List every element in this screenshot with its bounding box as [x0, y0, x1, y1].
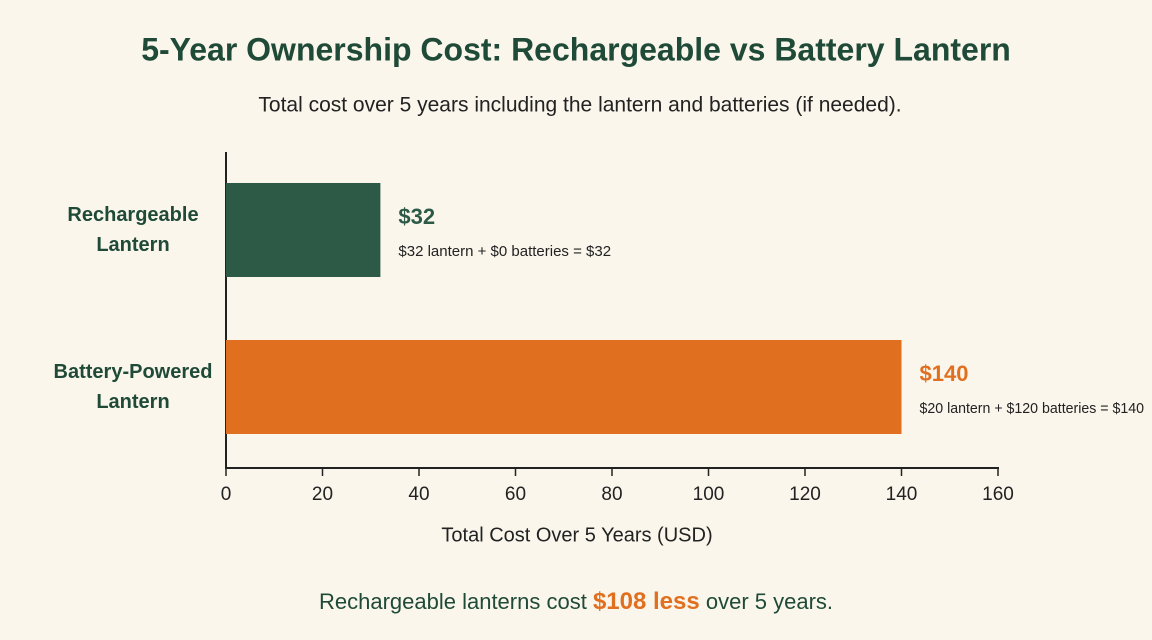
chart-title: 5-Year Ownership Cost: Rechargeable vs B…: [141, 31, 1011, 67]
footnote-highlight: $108 less: [592, 588, 700, 615]
bar: [226, 183, 381, 277]
x-tick-label: 60: [505, 484, 526, 505]
value-label: $140: [920, 361, 969, 386]
x-tick-label: 140: [886, 484, 918, 505]
bar-annotation: $20 lantern + $120 batteries = $140: [920, 400, 1145, 417]
x-tick-label: 40: [408, 484, 429, 505]
x-tick-label: 160: [982, 484, 1014, 505]
footnote: Rechargeable lanterns cost $108 less ove…: [0, 588, 1152, 616]
footnote-text: over 5 years.: [705, 589, 834, 614]
value-label: $32: [398, 204, 435, 229]
x-axis-title: Total Cost Over 5 Years (USD): [441, 524, 712, 546]
bar: [226, 340, 902, 434]
x-tick-label: 20: [312, 484, 333, 505]
x-tick-label: 120: [789, 484, 821, 505]
chart-subtitle: Total cost over 5 years including the la…: [258, 94, 901, 117]
y-tick-label: Rechargeable Lantern: [67, 204, 199, 256]
x-tick-label: 0: [221, 484, 232, 505]
bar-annotation: $32 lantern + $0 batteries = $32: [398, 243, 611, 260]
x-tick-label: 80: [601, 484, 622, 505]
footnote-text: Rechargeable lanterns cost: [318, 589, 587, 614]
x-tick-label: 100: [693, 484, 725, 505]
y-tick-label: Battery-Powered Lantern: [53, 361, 213, 413]
